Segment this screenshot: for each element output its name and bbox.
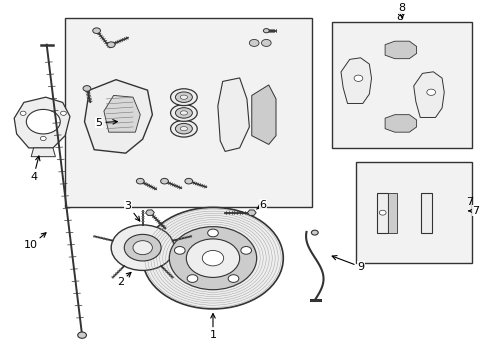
Circle shape (26, 109, 60, 134)
Polygon shape (103, 95, 140, 132)
Ellipse shape (170, 89, 197, 105)
Circle shape (160, 178, 168, 184)
Ellipse shape (175, 108, 192, 118)
Polygon shape (217, 78, 249, 152)
Text: 7: 7 (466, 197, 472, 207)
Text: 8: 8 (395, 12, 403, 22)
Circle shape (107, 42, 115, 48)
Text: 5: 5 (95, 118, 117, 128)
Circle shape (261, 40, 271, 46)
Circle shape (186, 239, 239, 278)
Text: 8: 8 (398, 3, 405, 18)
Ellipse shape (180, 111, 187, 115)
Polygon shape (340, 58, 371, 103)
Polygon shape (31, 148, 55, 157)
Text: 1: 1 (209, 314, 216, 340)
Text: 6: 6 (256, 200, 266, 210)
Ellipse shape (175, 92, 192, 103)
Polygon shape (413, 72, 443, 117)
Circle shape (41, 136, 46, 140)
Circle shape (124, 234, 161, 261)
Circle shape (174, 247, 185, 254)
Circle shape (311, 230, 318, 235)
Ellipse shape (170, 104, 197, 121)
Bar (331, 22, 471, 148)
Text: 7: 7 (468, 206, 479, 216)
Ellipse shape (175, 123, 192, 134)
Ellipse shape (170, 120, 197, 137)
Circle shape (249, 40, 259, 46)
Circle shape (263, 28, 269, 33)
Circle shape (184, 178, 192, 184)
Bar (377, 193, 387, 233)
Circle shape (379, 210, 386, 215)
Circle shape (93, 28, 101, 33)
Bar (65, 18, 312, 207)
Polygon shape (385, 41, 416, 59)
Circle shape (20, 111, 26, 115)
Ellipse shape (180, 95, 187, 99)
Ellipse shape (142, 258, 283, 264)
Circle shape (142, 207, 283, 309)
Circle shape (61, 111, 66, 115)
Circle shape (426, 89, 435, 95)
Circle shape (241, 247, 251, 254)
Circle shape (133, 241, 152, 255)
Circle shape (187, 275, 198, 282)
Bar (420, 193, 431, 233)
Bar (355, 162, 471, 264)
Polygon shape (14, 97, 70, 148)
Text: 10: 10 (24, 233, 46, 250)
Polygon shape (84, 80, 152, 153)
Text: 2: 2 (117, 273, 131, 287)
Bar (387, 193, 396, 233)
Text: 9: 9 (331, 256, 364, 272)
Circle shape (228, 275, 238, 282)
Circle shape (207, 229, 218, 237)
Circle shape (202, 251, 223, 266)
Text: 4: 4 (30, 156, 40, 182)
Circle shape (78, 332, 86, 338)
Circle shape (111, 225, 174, 270)
Circle shape (136, 178, 144, 184)
Polygon shape (385, 115, 416, 132)
Ellipse shape (180, 127, 187, 131)
Circle shape (83, 86, 91, 91)
Circle shape (353, 75, 362, 81)
Polygon shape (145, 210, 154, 216)
Polygon shape (251, 85, 275, 144)
Circle shape (169, 227, 256, 290)
Polygon shape (247, 210, 256, 215)
Text: 3: 3 (124, 201, 140, 221)
